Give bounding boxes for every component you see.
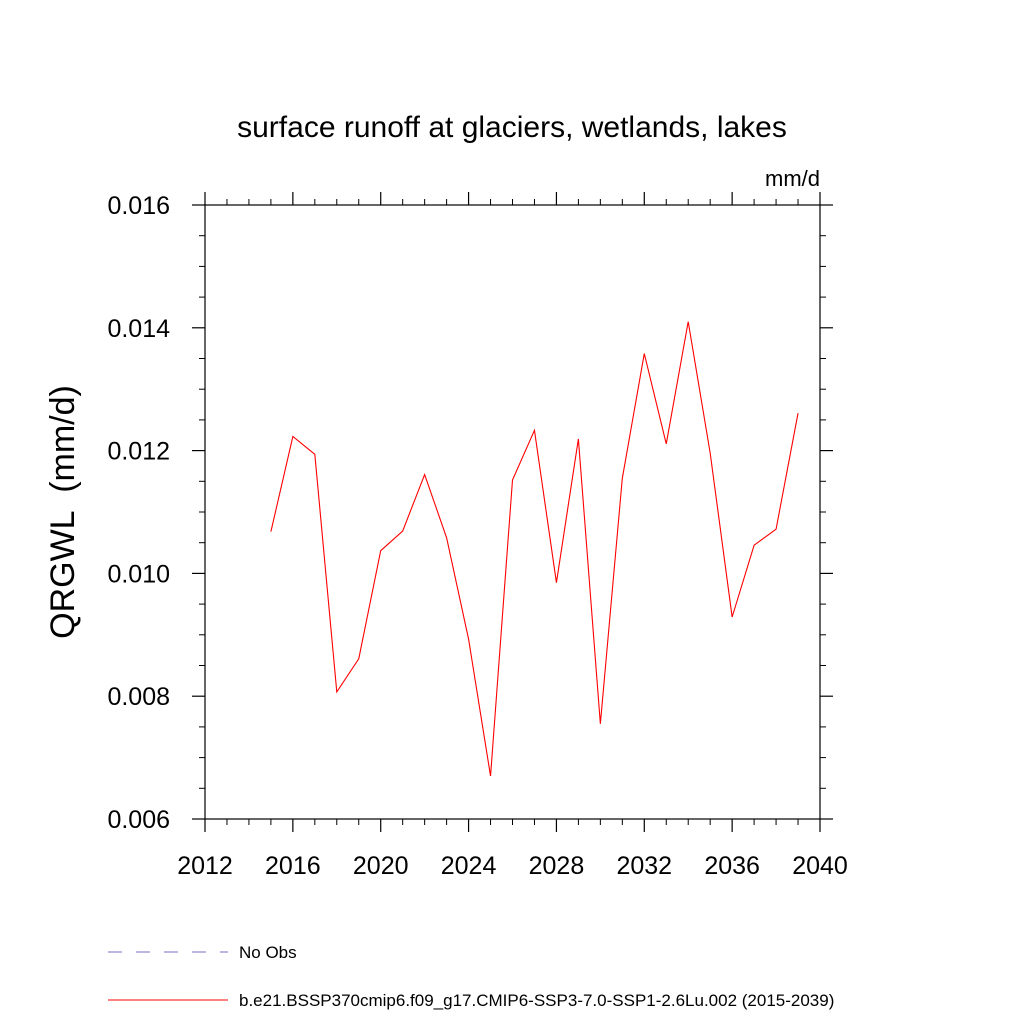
x-tick-label: 2016 (265, 852, 321, 880)
series-layer (270, 321, 799, 777)
legend: No Obs b.e21.BSSP370cmip6.f09_g17.CMIP6-S… (108, 943, 834, 1010)
x-tick-label: 2028 (529, 852, 585, 880)
x-tick-label: 2032 (616, 852, 672, 880)
series-line (270, 321, 799, 777)
x-tick-label: 2012 (177, 852, 233, 880)
legend-label: b.e21.BSSP370cmip6.f09_g17.CMIP6-SSP3-7.… (239, 991, 834, 1010)
y-tick-label: 0.010 (107, 560, 170, 588)
x-tick-label: 2040 (792, 852, 848, 880)
tick-labels: 2012 2016 2020 2024 2028 2032 2036 2040 0.006 0.0… (107, 192, 847, 880)
axis-ticks (192, 192, 833, 832)
y-tick-label: 0.016 (107, 192, 170, 220)
y-tick-label: 0.006 (107, 806, 170, 834)
plot-frame (204, 204, 821, 820)
y-axis-label: QRGWL (mm/d) (44, 385, 82, 639)
x-tick-label: 2020 (353, 852, 409, 880)
y-tick-label: 0.012 (107, 438, 170, 466)
x-tick-label: 2024 (441, 852, 497, 880)
legend-label: No Obs (239, 943, 297, 962)
y-tick-label: 0.008 (107, 683, 170, 711)
units-label: mm/d (765, 166, 820, 191)
y-tick-label: 0.014 (107, 315, 170, 343)
chart-title: surface runoff at glaciers, wetlands, la… (237, 111, 787, 144)
x-tick-label: 2036 (704, 852, 760, 880)
